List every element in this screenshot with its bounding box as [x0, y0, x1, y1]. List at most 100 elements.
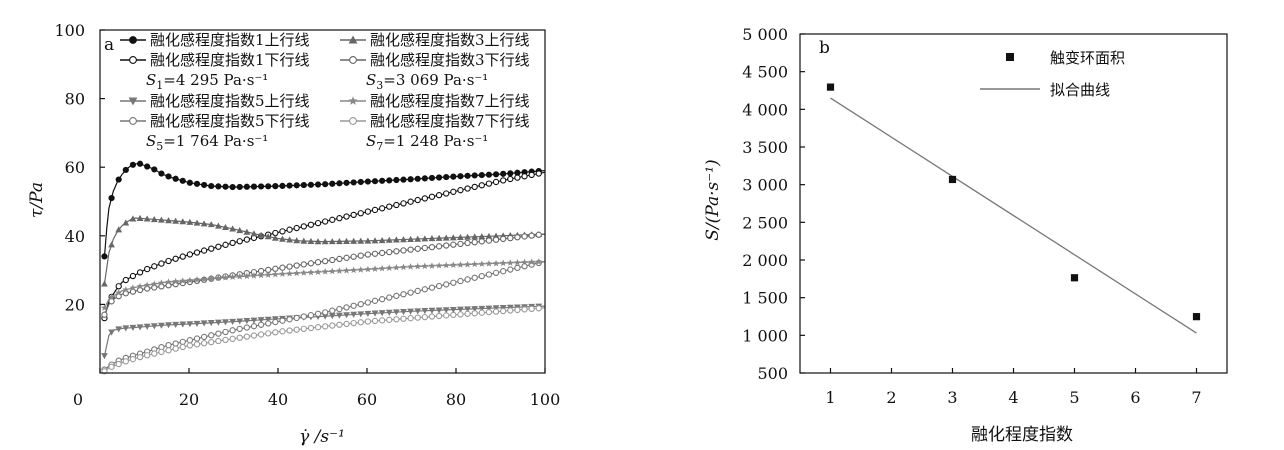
- chart-a-series-7: [100, 258, 546, 311]
- chart-a-annotation: S5=1 764 Pa·s⁻¹: [146, 132, 268, 153]
- chart-a-data-point: [485, 305, 493, 312]
- chart-a-data-point: [208, 245, 215, 252]
- chart-b-x-tick-label: 5: [1069, 388, 1079, 407]
- chart-a-data-point: [521, 258, 528, 266]
- chart-a-data-point: [179, 277, 187, 284]
- chart-a-data-point: [129, 284, 137, 291]
- chart-a-data-point: [449, 261, 457, 268]
- chart-a-data-point: [336, 312, 343, 319]
- chart-a-data-point: [208, 182, 215, 190]
- chart-a-data-point: [328, 313, 336, 320]
- chart-a-data-point: [336, 215, 343, 222]
- chart-a-data-point: [115, 289, 123, 296]
- chart-a-data-point: [407, 246, 414, 253]
- chart-a-data-point: [357, 237, 365, 244]
- chart-a-data-point: [193, 341, 201, 348]
- chart-a-data-point: [464, 185, 471, 192]
- chart-a-data-point: [414, 245, 421, 252]
- chart-a-data-point: [514, 234, 521, 241]
- chart-a-data-point: [328, 267, 336, 275]
- chart-a-legend-label: 融化感程度指数5上行线: [150, 92, 310, 110]
- chart-a-legend-label: 融化感程度指数3下行线: [370, 51, 530, 69]
- chart-a-data-point: [193, 219, 201, 226]
- chart-a-marks: [100, 160, 546, 375]
- chart-a-data-point: [378, 236, 386, 244]
- chart-a-data-point: [293, 224, 300, 232]
- chart-a-data-point: [136, 214, 144, 222]
- chart-a-data-point: [101, 280, 108, 287]
- chart-a-data-point: [450, 311, 457, 319]
- chart-a-data-point: [506, 259, 514, 266]
- chart-a-data-point: [507, 266, 514, 273]
- chart-a-data-point: [165, 257, 172, 265]
- chart-a-data-point: [343, 213, 350, 220]
- chart-a-data-point: [357, 300, 364, 308]
- chart-a-data-point: [314, 324, 322, 331]
- chart-a-data-point: [464, 233, 471, 240]
- chart-a-data-point: [286, 269, 294, 277]
- chart-a-data-point: [492, 308, 500, 315]
- chart-a-data-point: [208, 338, 215, 346]
- chart-a-data-point: [136, 282, 144, 290]
- chart-a-data-point: [428, 262, 436, 269]
- chart-a-data-point: [478, 272, 485, 280]
- chart-a-data-point: [144, 285, 151, 292]
- chart-a-data-point: [457, 306, 464, 313]
- chart-b-y-tick-label: 2 500: [742, 213, 788, 232]
- chart-a-data-point: [165, 173, 172, 180]
- chart-a-legend-marker: [129, 36, 137, 44]
- chart-a-data-point: [108, 293, 116, 301]
- chart-a-data-point: [364, 208, 372, 215]
- chart-a-data-point: [514, 306, 521, 314]
- chart-a-data-point: [215, 243, 222, 250]
- chart-a-data-point: [158, 283, 165, 290]
- chart-a-data-point: [101, 311, 108, 318]
- chart-a-data-point: [129, 272, 137, 280]
- chart-a-data-point: [108, 363, 115, 370]
- chart-a-data-point: [499, 259, 507, 267]
- chart-a-data-point: [442, 307, 450, 314]
- chart-a-data-point: [343, 179, 350, 186]
- chart-a-data-point: [443, 173, 450, 181]
- chart-a-data-point: [456, 261, 464, 268]
- chart-a-data-point: [400, 176, 407, 183]
- chart-a-data-point: [300, 237, 308, 244]
- chart-a-data-point: [428, 193, 436, 200]
- chart-a-data-point: [108, 241, 115, 248]
- chart-a-data-point: [457, 173, 464, 180]
- chart-a-data-point: [492, 236, 500, 243]
- chart-a-data-point: [435, 174, 443, 181]
- chart-a-data-point: [322, 218, 329, 225]
- chart-a-data-point: [279, 264, 286, 271]
- chart-a-data-point: [371, 206, 379, 214]
- chart-a-data-point: [336, 237, 343, 245]
- chart-a-data-point: [172, 255, 179, 262]
- chart-a-data-point: [350, 266, 358, 274]
- chart-a-data-point: [343, 304, 350, 311]
- chart-a-data-point: [265, 183, 272, 190]
- chart-a-data-point: [122, 290, 129, 297]
- chart-a-data-point: [293, 314, 300, 322]
- chart-a-data-point: [229, 239, 236, 247]
- chart-a-data-point: [165, 217, 172, 224]
- chart-a-data-point: [300, 325, 307, 333]
- chart-a-data-point: [514, 264, 521, 272]
- chart-a-legend-marker: [349, 56, 357, 64]
- chart-a-data-point: [179, 253, 186, 260]
- chart-a-data-point: [471, 172, 478, 179]
- chart-a-data-point: [115, 360, 122, 368]
- chart-a-data-point: [393, 201, 400, 209]
- chart-a-data-point: [350, 319, 357, 327]
- chart-a-data-point: [193, 249, 201, 256]
- chart-b-y-tick-label: 500: [757, 364, 788, 383]
- chart-b-legend-label: 拟合曲线: [1050, 81, 1110, 99]
- chart-a-data-point: [215, 330, 222, 337]
- chart-a-data-point: [386, 316, 393, 323]
- chart-a-data-point: [172, 340, 179, 347]
- chart-a-data-point: [172, 175, 179, 182]
- chart-a-data-point: [371, 237, 379, 244]
- chart-a-legend-label: 融化感程度指数7下行线: [370, 112, 530, 130]
- chart-a-data-point: [250, 323, 258, 330]
- chart-a-data-point: [158, 322, 165, 329]
- chart-a-data-point: [186, 276, 194, 284]
